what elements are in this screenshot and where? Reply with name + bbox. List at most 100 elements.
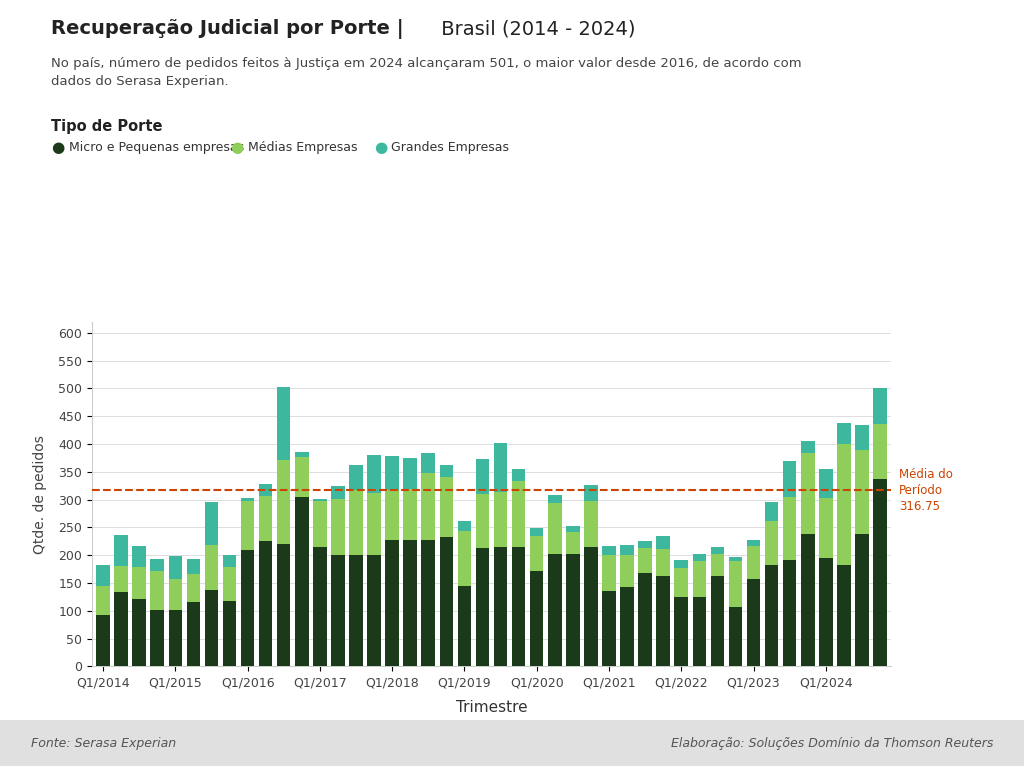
Bar xyxy=(621,545,634,555)
Bar xyxy=(656,576,670,666)
Bar xyxy=(584,547,598,666)
Bar xyxy=(313,501,327,547)
Bar xyxy=(584,501,598,547)
Bar xyxy=(873,479,887,666)
Bar xyxy=(169,579,182,610)
Bar xyxy=(115,592,128,666)
Bar xyxy=(439,465,453,477)
Bar xyxy=(368,555,381,666)
Bar xyxy=(403,458,417,489)
Bar xyxy=(331,499,345,555)
Bar xyxy=(151,611,164,666)
Text: Grandes Empresas: Grandes Empresas xyxy=(391,141,509,153)
Bar xyxy=(692,597,707,666)
Bar xyxy=(765,565,778,666)
Bar xyxy=(241,501,254,550)
Bar xyxy=(584,485,598,501)
Bar xyxy=(855,534,868,666)
Bar xyxy=(692,561,707,597)
Bar xyxy=(349,489,362,555)
Bar xyxy=(656,535,670,548)
Text: Brasil (2014 - 2024): Brasil (2014 - 2024) xyxy=(435,19,636,38)
Bar xyxy=(259,496,272,542)
Bar xyxy=(621,587,634,666)
Bar xyxy=(349,465,362,489)
Bar xyxy=(711,576,724,666)
Bar xyxy=(276,544,291,666)
Bar xyxy=(819,558,833,666)
Bar xyxy=(819,498,833,558)
Bar xyxy=(295,457,308,497)
Bar xyxy=(783,461,797,497)
Bar xyxy=(132,567,146,599)
Bar xyxy=(331,486,345,499)
Bar xyxy=(96,615,110,666)
Bar xyxy=(494,492,507,548)
Bar xyxy=(838,444,851,565)
Bar xyxy=(602,591,615,666)
Bar xyxy=(276,460,291,544)
Bar xyxy=(512,481,525,547)
Bar xyxy=(621,555,634,587)
Bar xyxy=(368,493,381,555)
Bar xyxy=(476,493,489,548)
Bar xyxy=(476,459,489,493)
Bar xyxy=(223,601,237,666)
Bar xyxy=(96,565,110,586)
Bar xyxy=(548,503,561,554)
Bar xyxy=(313,547,327,666)
Bar xyxy=(115,566,128,592)
Bar xyxy=(295,497,308,666)
Bar xyxy=(151,559,164,571)
Bar xyxy=(746,540,760,546)
Bar xyxy=(241,550,254,666)
Bar xyxy=(873,388,887,424)
Bar xyxy=(675,597,688,666)
Text: Elaboração: Soluções Domínio da Thomson Reuters: Elaboração: Soluções Domínio da Thomson … xyxy=(671,737,993,749)
Bar xyxy=(530,536,544,571)
Bar xyxy=(439,477,453,538)
Bar xyxy=(512,469,525,481)
Text: Micro e Pequenas empresas: Micro e Pequenas empresas xyxy=(69,141,244,153)
Bar xyxy=(349,555,362,666)
Bar xyxy=(855,450,868,534)
Bar xyxy=(602,555,615,591)
Bar xyxy=(169,610,182,666)
Bar xyxy=(746,546,760,578)
Bar xyxy=(566,525,580,532)
Bar xyxy=(115,535,128,566)
Bar xyxy=(801,441,814,453)
Text: Fonte: Serasa Experian: Fonte: Serasa Experian xyxy=(31,737,176,749)
Bar xyxy=(458,532,471,586)
Bar xyxy=(186,574,200,602)
Bar xyxy=(205,545,218,590)
Bar xyxy=(602,546,615,555)
Bar xyxy=(801,534,814,666)
Text: No país, número de pedidos feitos à Justiça em 2024 alcançaram 501, o maior valo: No país, número de pedidos feitos à Just… xyxy=(51,57,802,88)
Bar xyxy=(638,548,652,573)
Bar xyxy=(458,522,471,532)
Bar xyxy=(530,528,544,536)
Bar xyxy=(403,540,417,666)
Bar xyxy=(711,554,724,576)
Bar xyxy=(530,571,544,666)
Bar xyxy=(205,590,218,666)
Bar xyxy=(385,457,399,489)
Bar xyxy=(403,489,417,540)
Bar xyxy=(313,499,327,501)
Bar xyxy=(96,586,110,615)
Bar xyxy=(711,548,724,554)
Text: ●: ● xyxy=(374,139,387,155)
Bar xyxy=(638,573,652,666)
Bar xyxy=(259,542,272,666)
Bar xyxy=(566,532,580,554)
Bar xyxy=(422,473,435,540)
Bar xyxy=(422,540,435,666)
Bar xyxy=(783,497,797,560)
Bar xyxy=(838,565,851,666)
Text: Médias Empresas: Médias Empresas xyxy=(248,141,357,153)
Bar xyxy=(494,444,507,492)
Bar xyxy=(729,561,742,607)
Bar xyxy=(422,453,435,473)
Bar xyxy=(819,469,833,498)
